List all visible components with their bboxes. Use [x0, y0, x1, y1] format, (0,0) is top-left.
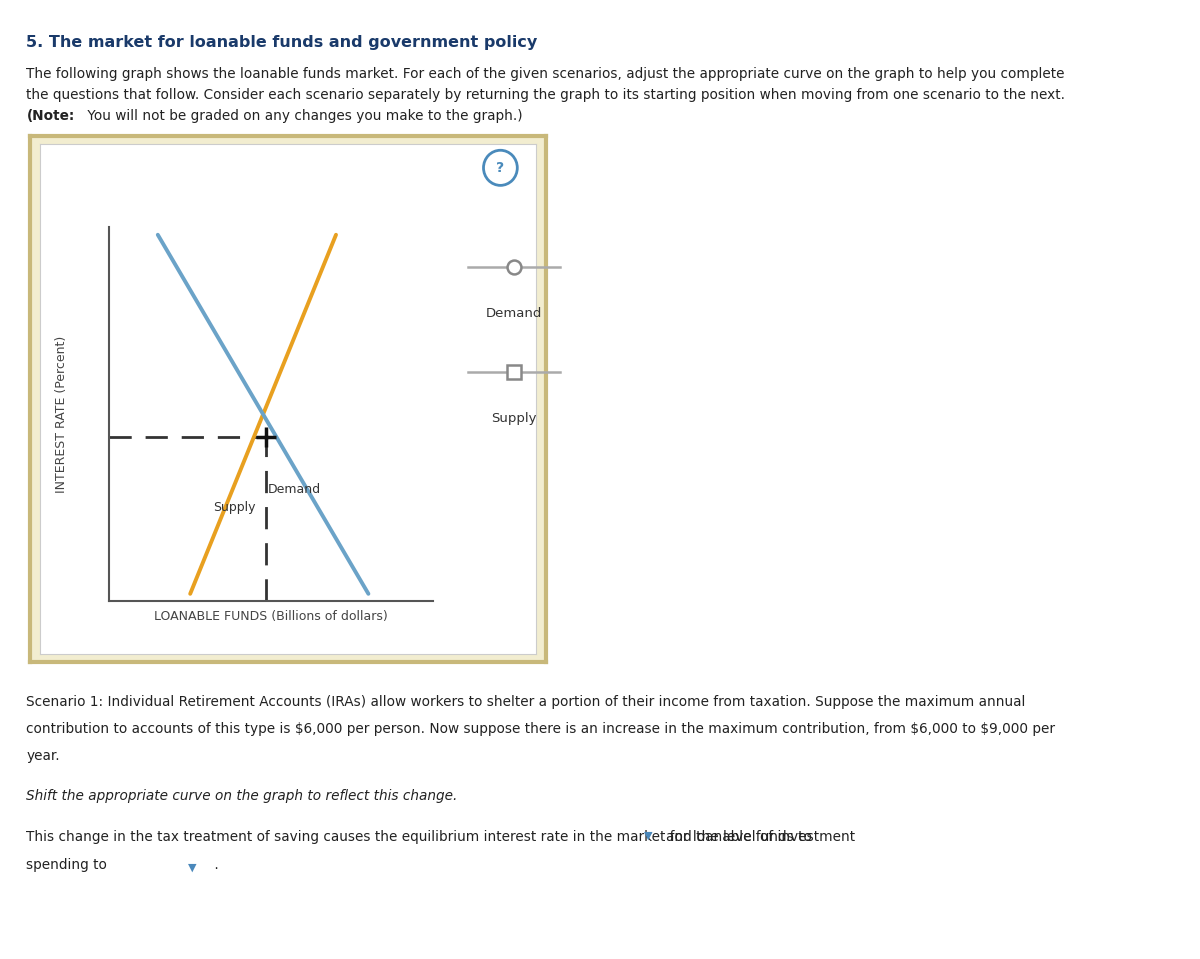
- Text: .: .: [210, 858, 218, 873]
- Text: Demand: Demand: [268, 482, 322, 496]
- Text: Supply: Supply: [492, 412, 536, 426]
- Text: The following graph shows the loanable funds market. For each of the given scena: The following graph shows the loanable f…: [26, 67, 1064, 82]
- Text: ?: ?: [497, 161, 504, 175]
- Text: contribution to accounts of this type is $6,000 per person. Now suppose there is: contribution to accounts of this type is…: [26, 722, 1056, 737]
- Text: ▼: ▼: [643, 830, 653, 840]
- Text: Demand: Demand: [486, 307, 542, 320]
- Text: INTEREST RATE (Percent): INTEREST RATE (Percent): [55, 336, 67, 493]
- Text: ▼: ▼: [187, 863, 197, 873]
- Text: Scenario 1: Individual Retirement Accounts (IRAs) allow workers to shelter a por: Scenario 1: Individual Retirement Accoun…: [26, 695, 1026, 710]
- Text: the questions that follow. Consider each scenario separately by returning the gr: the questions that follow. Consider each…: [26, 88, 1066, 103]
- Text: spending to: spending to: [26, 858, 107, 873]
- X-axis label: LOANABLE FUNDS (Billions of dollars): LOANABLE FUNDS (Billions of dollars): [155, 610, 388, 622]
- Text: This change in the tax treatment of saving causes the equilibrium interest rate : This change in the tax treatment of savi…: [26, 830, 812, 844]
- Text: 5. The market for loanable funds and government policy: 5. The market for loanable funds and gov…: [26, 35, 538, 50]
- Text: You will not be graded on any changes you make to the graph.): You will not be graded on any changes yo…: [83, 109, 522, 124]
- Text: (Note:: (Note:: [26, 109, 74, 124]
- Text: Supply: Supply: [212, 502, 256, 514]
- Text: and the level of investment: and the level of investment: [666, 830, 856, 844]
- Text: Shift the appropriate curve on the graph to reflect this change.: Shift the appropriate curve on the graph…: [26, 789, 457, 804]
- Text: year.: year.: [26, 749, 60, 763]
